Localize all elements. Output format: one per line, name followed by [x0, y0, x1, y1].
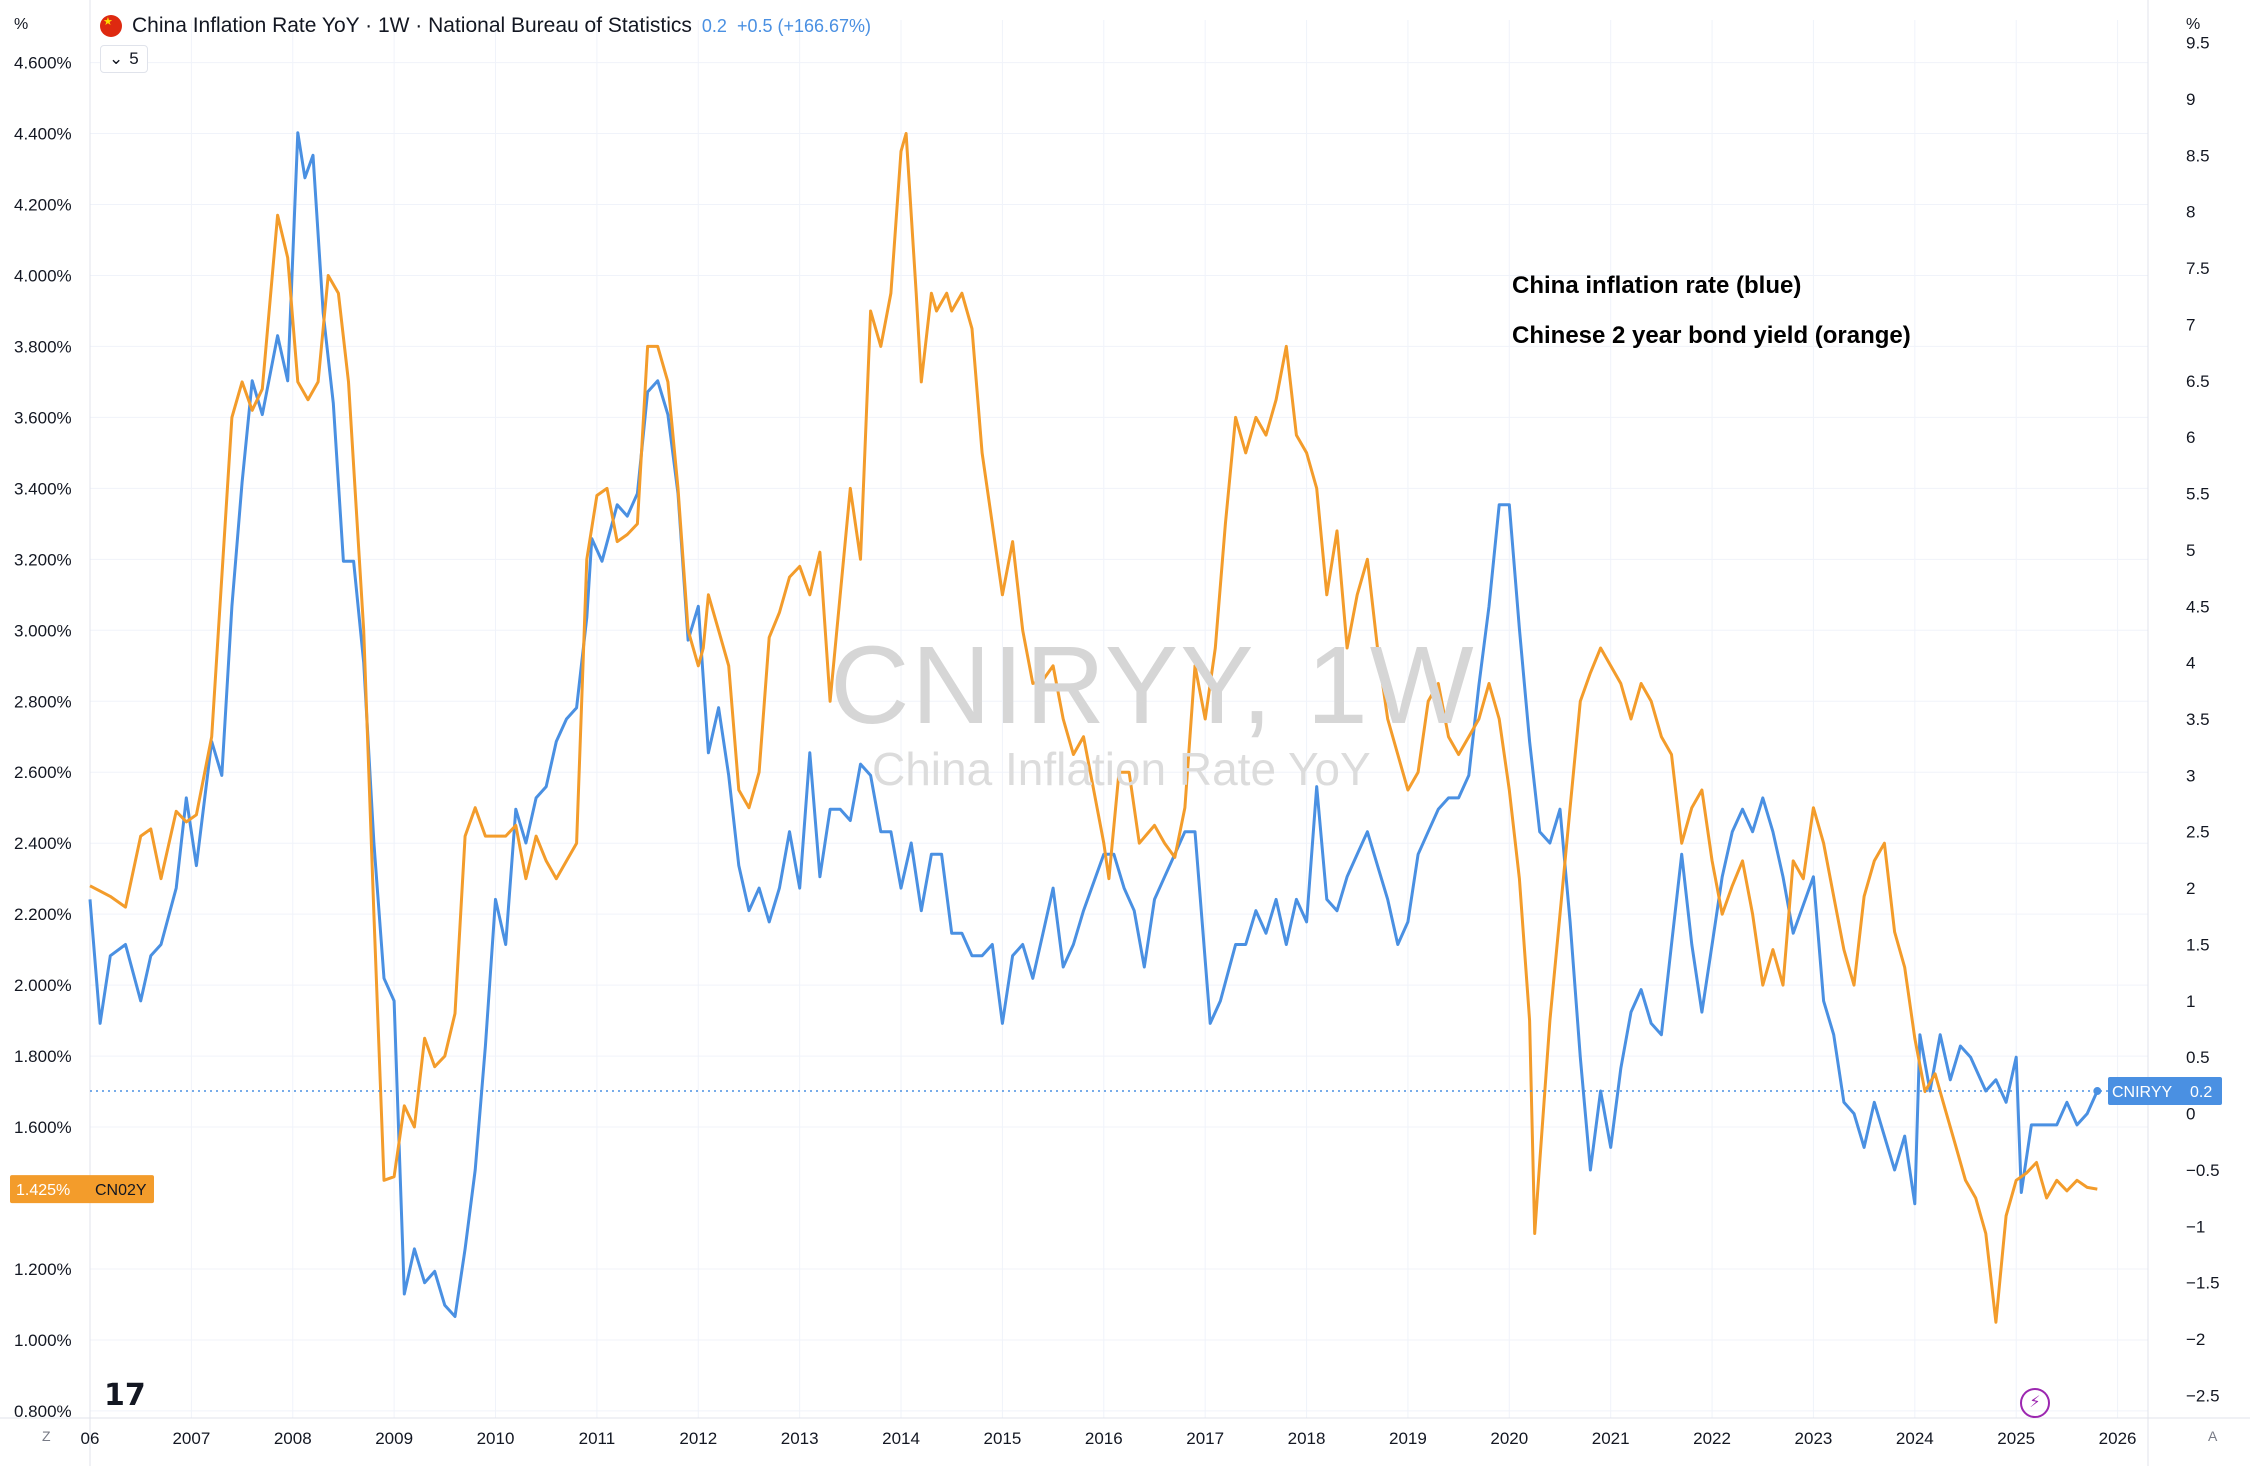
x-tick-label: 2026 — [2099, 1429, 2137, 1448]
left-tick-label: 4.000% — [14, 266, 72, 285]
symbol-title: China Inflation Rate YoY · 1W · National… — [132, 14, 692, 37]
x-tick-label: 2009 — [375, 1429, 413, 1448]
annotation-yield: Chinese 2 year bond yield (orange) — [1512, 322, 1911, 349]
left-tick-label: 3.000% — [14, 621, 72, 640]
x-tick-label: 2007 — [172, 1429, 210, 1448]
right-tick-label: 5.5 — [2186, 485, 2210, 504]
x-tick-label: 2020 — [1490, 1429, 1528, 1448]
x-tick-label: 2018 — [1288, 1429, 1326, 1448]
value-change: +0.5 (+166.67%) — [736, 15, 872, 36]
right-tick-label: 9 — [2186, 90, 2195, 109]
left-badge-value: 1.425% — [16, 1182, 70, 1199]
right-tick-label: 8.5 — [2186, 146, 2210, 165]
left-tick-label: 1.800% — [14, 1047, 72, 1066]
left-corner-button[interactable]: Z — [42, 1428, 51, 1444]
x-tick-label: 2014 — [882, 1429, 920, 1448]
left-tick-label: 2.000% — [14, 976, 72, 995]
x-tick-label: 2019 — [1389, 1429, 1427, 1448]
left-tick-label: 4.600% — [14, 54, 72, 73]
left-badge-label: CN02Y — [95, 1182, 147, 1199]
right-tick-label: −1 — [2186, 1217, 2205, 1236]
right-badge-label: CNIRYY — [2112, 1084, 2172, 1101]
x-tick-label: 2008 — [274, 1429, 312, 1448]
right-tick-label: 0.5 — [2186, 1048, 2210, 1067]
inflation-series-line — [88, 131, 2099, 1318]
x-tick-label: 2025 — [1997, 1429, 2035, 1448]
right-tick-label: 8 — [2186, 203, 2195, 222]
x-tick-label: 2010 — [477, 1429, 515, 1448]
last-value-dot — [2093, 1087, 2102, 1096]
annotation-inflation: China inflation rate (blue) — [1512, 272, 1802, 299]
lightning-icon[interactable]: ⚡ — [2020, 1388, 2050, 1418]
x-tick-label: 2022 — [1693, 1429, 1731, 1448]
right-tick-label: 7.5 — [2186, 259, 2210, 278]
left-tick-label: 4.200% — [14, 196, 72, 215]
x-tick-label: 2021 — [1592, 1429, 1630, 1448]
x-tick-label: 2013 — [781, 1429, 819, 1448]
right-tick-label: 6 — [2186, 428, 2195, 447]
right-tick-label: −2 — [2186, 1330, 2205, 1349]
right-tick-label: 2.5 — [2186, 823, 2210, 842]
right-price-badge — [2108, 1077, 2222, 1106]
left-tick-label: 1.200% — [14, 1260, 72, 1279]
left-tick-label: 1.600% — [14, 1118, 72, 1137]
left-tick-label: 3.400% — [14, 479, 72, 498]
chevron-down-icon: ⌄ — [109, 49, 124, 68]
watermark-symbol: CNIRYY, 1W — [830, 624, 1476, 747]
x-tick-label: 2011 — [579, 1429, 616, 1448]
right-tick-label: 1.5 — [2186, 935, 2210, 954]
left-tick-label: 1.000% — [14, 1331, 72, 1350]
right-tick-label: 4 — [2186, 654, 2195, 673]
right-tick-label: 3 — [2186, 766, 2195, 785]
x-tick-label: 2017 — [1186, 1429, 1224, 1448]
china-flag-icon — [100, 15, 122, 37]
x-tick-label: 2016 — [1085, 1429, 1123, 1448]
right-tick-label: −1.5 — [2186, 1274, 2220, 1293]
right-corner-button[interactable]: A — [2208, 1428, 2218, 1444]
right-tick-label: 0 — [2186, 1105, 2195, 1124]
right-tick-label: −2.5 — [2186, 1386, 2220, 1405]
left-tick-label: 3.800% — [14, 337, 72, 356]
left-tick-label: 2.600% — [14, 763, 72, 782]
indicator-count: 5 — [129, 49, 139, 68]
tradingview-logo: 17 — [104, 1378, 146, 1413]
right-axis-unit: % — [2186, 16, 2201, 33]
x-tick-label: 2024 — [1896, 1429, 1934, 1448]
right-tick-label: 6.5 — [2186, 372, 2210, 391]
right-tick-label: 9.5 — [2186, 34, 2210, 53]
left-tick-label: 0.800% — [14, 1402, 72, 1421]
left-tick-label: 2.800% — [14, 692, 72, 711]
x-tick-label: 2012 — [679, 1429, 717, 1448]
x-tick-label: 2023 — [1795, 1429, 1833, 1448]
left-tick-label: 3.200% — [14, 550, 72, 569]
left-tick-label: 3.600% — [14, 408, 72, 427]
left-axis-unit: % — [14, 16, 29, 33]
left-tick-label: 2.200% — [14, 905, 72, 924]
left-price-badge — [10, 1175, 154, 1204]
indicators-collapse-button[interactable]: ⌄ 5 — [100, 45, 148, 73]
symbol-header[interactable]: China Inflation Rate YoY · 1W · National… — [100, 12, 871, 40]
right-tick-label: 5 — [2186, 541, 2195, 560]
right-badge-value: 0.2 — [2190, 1084, 2212, 1101]
x-tick-label: 2015 — [983, 1429, 1021, 1448]
right-tick-label: 2 — [2186, 879, 2195, 898]
right-tick-label: −0.5 — [2186, 1161, 2220, 1180]
right-tick-label: 4.5 — [2186, 597, 2210, 616]
right-tick-label: 7 — [2186, 315, 2195, 334]
bond-yield-series-line — [89, 132, 2098, 1324]
left-tick-label: 2.400% — [14, 834, 72, 853]
right-tick-label: 3.5 — [2186, 710, 2210, 729]
watermark-name: China Inflation Rate YoY — [872, 743, 1371, 795]
last-value: 0.2 — [701, 15, 727, 36]
right-tick-label: 1 — [2186, 992, 2195, 1011]
left-tick-label: 4.400% — [14, 125, 72, 144]
